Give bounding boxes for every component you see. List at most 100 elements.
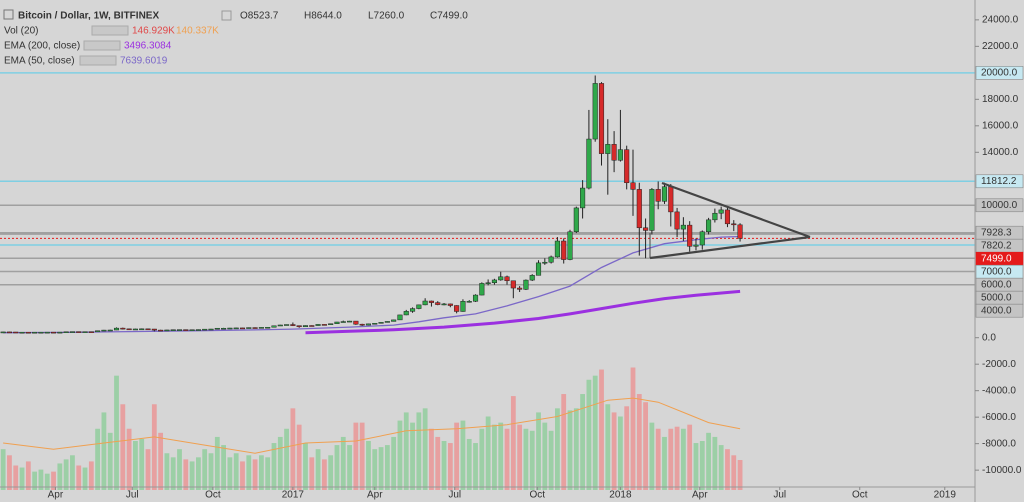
volume-bar — [391, 436, 397, 490]
candle-body — [693, 244, 699, 247]
candle-body — [120, 327, 126, 330]
candle-body — [592, 83, 598, 140]
x-tick-label: Oct — [205, 490, 221, 501]
volume-bar — [44, 473, 50, 490]
candle-body — [409, 308, 416, 312]
candle-body — [101, 329, 107, 332]
volume-bar — [133, 441, 138, 490]
volume-bar — [233, 453, 239, 490]
candle-body — [466, 301, 472, 303]
volume-bar — [70, 455, 75, 490]
volume-bar — [718, 445, 724, 490]
candle-body — [611, 144, 617, 161]
candle-body — [334, 321, 340, 324]
price-label: 20000.0 — [981, 67, 1018, 78]
volume-bar — [429, 428, 434, 490]
candle-body — [680, 224, 686, 230]
volume-bar — [605, 404, 611, 490]
candle-body — [50, 331, 57, 334]
volume-bar — [158, 432, 164, 490]
volume-bar — [542, 422, 548, 490]
triangle-drawing — [649, 181, 811, 260]
volume-bar — [712, 436, 718, 490]
candle-body — [277, 324, 283, 327]
candle-body — [580, 187, 586, 209]
volume-bar — [580, 394, 586, 490]
ema50-legend: EMA (50, close) — [4, 56, 75, 67]
ema200-legend: EMA (200, close) — [4, 41, 80, 52]
candle-body — [498, 276, 504, 281]
candle-body — [668, 186, 674, 213]
volume-bar — [510, 396, 516, 490]
candle-body — [76, 331, 82, 333]
price-label-box — [975, 303, 1024, 318]
candle-body — [176, 329, 183, 331]
candle-body — [529, 275, 535, 281]
volume-bar — [536, 412, 541, 490]
candle-body — [290, 324, 296, 326]
volume-bar — [246, 455, 252, 490]
volume-bar — [107, 432, 113, 490]
candle-body — [699, 231, 705, 246]
volume-bar — [303, 443, 308, 490]
candle-body — [485, 282, 491, 284]
candle-body — [25, 331, 31, 334]
candle-body — [0, 331, 6, 334]
volume-bar — [492, 424, 497, 490]
candle-body — [315, 324, 321, 326]
volume-bar — [636, 394, 642, 490]
candle-body — [183, 329, 189, 331]
volume-bar — [397, 420, 403, 490]
volume-bar — [347, 445, 352, 490]
volume-bar — [214, 436, 220, 490]
icon — [83, 40, 121, 51]
candle-body — [598, 83, 605, 154]
candle-body — [19, 331, 25, 334]
volume-bar — [460, 420, 466, 490]
volume-bar — [208, 453, 214, 490]
y-tick-label: -10000.0 — [982, 465, 1022, 476]
candle-body — [347, 320, 353, 323]
candle-body — [378, 322, 384, 324]
volume-bar — [284, 428, 289, 490]
volume-bar — [177, 449, 182, 490]
icon — [221, 10, 232, 21]
candle-body — [321, 324, 327, 326]
candle-body — [227, 327, 233, 330]
volume-bar — [63, 459, 69, 490]
candle-body — [661, 186, 668, 202]
candle-body — [239, 327, 246, 330]
volume-bar — [624, 406, 630, 490]
volume-bar — [240, 461, 245, 490]
volume-bar — [555, 408, 560, 490]
y-tick-label: 16000.0 — [982, 120, 1019, 131]
volume-bar — [592, 375, 598, 490]
candle-body — [548, 256, 554, 263]
price-label: 11812.2 — [981, 176, 1017, 187]
volume-bar — [258, 455, 264, 490]
candle-body — [95, 330, 101, 333]
volume-bar — [674, 426, 680, 490]
volume-bar — [290, 408, 296, 490]
candle-body — [630, 182, 636, 190]
candle-body — [441, 303, 447, 306]
volume-bar — [183, 459, 189, 490]
volume-bar — [38, 469, 44, 490]
y-tick-label: 18000.0 — [982, 94, 1019, 105]
volume-bar — [454, 422, 460, 490]
candle-body — [535, 262, 542, 276]
candle-body — [265, 326, 271, 329]
x-tick-label: 2018 — [609, 490, 632, 501]
volume-bar — [403, 412, 409, 490]
volume-bar — [725, 449, 730, 490]
candle-body — [353, 320, 359, 325]
volume-bar — [378, 447, 384, 490]
volume-bar — [410, 422, 415, 490]
candle-body — [365, 323, 372, 326]
candle-body — [145, 328, 151, 331]
volume-bar — [265, 457, 271, 490]
candle-body — [724, 209, 731, 225]
candle-body — [655, 189, 661, 202]
candle-body — [208, 328, 214, 331]
volume-bar — [227, 457, 233, 490]
